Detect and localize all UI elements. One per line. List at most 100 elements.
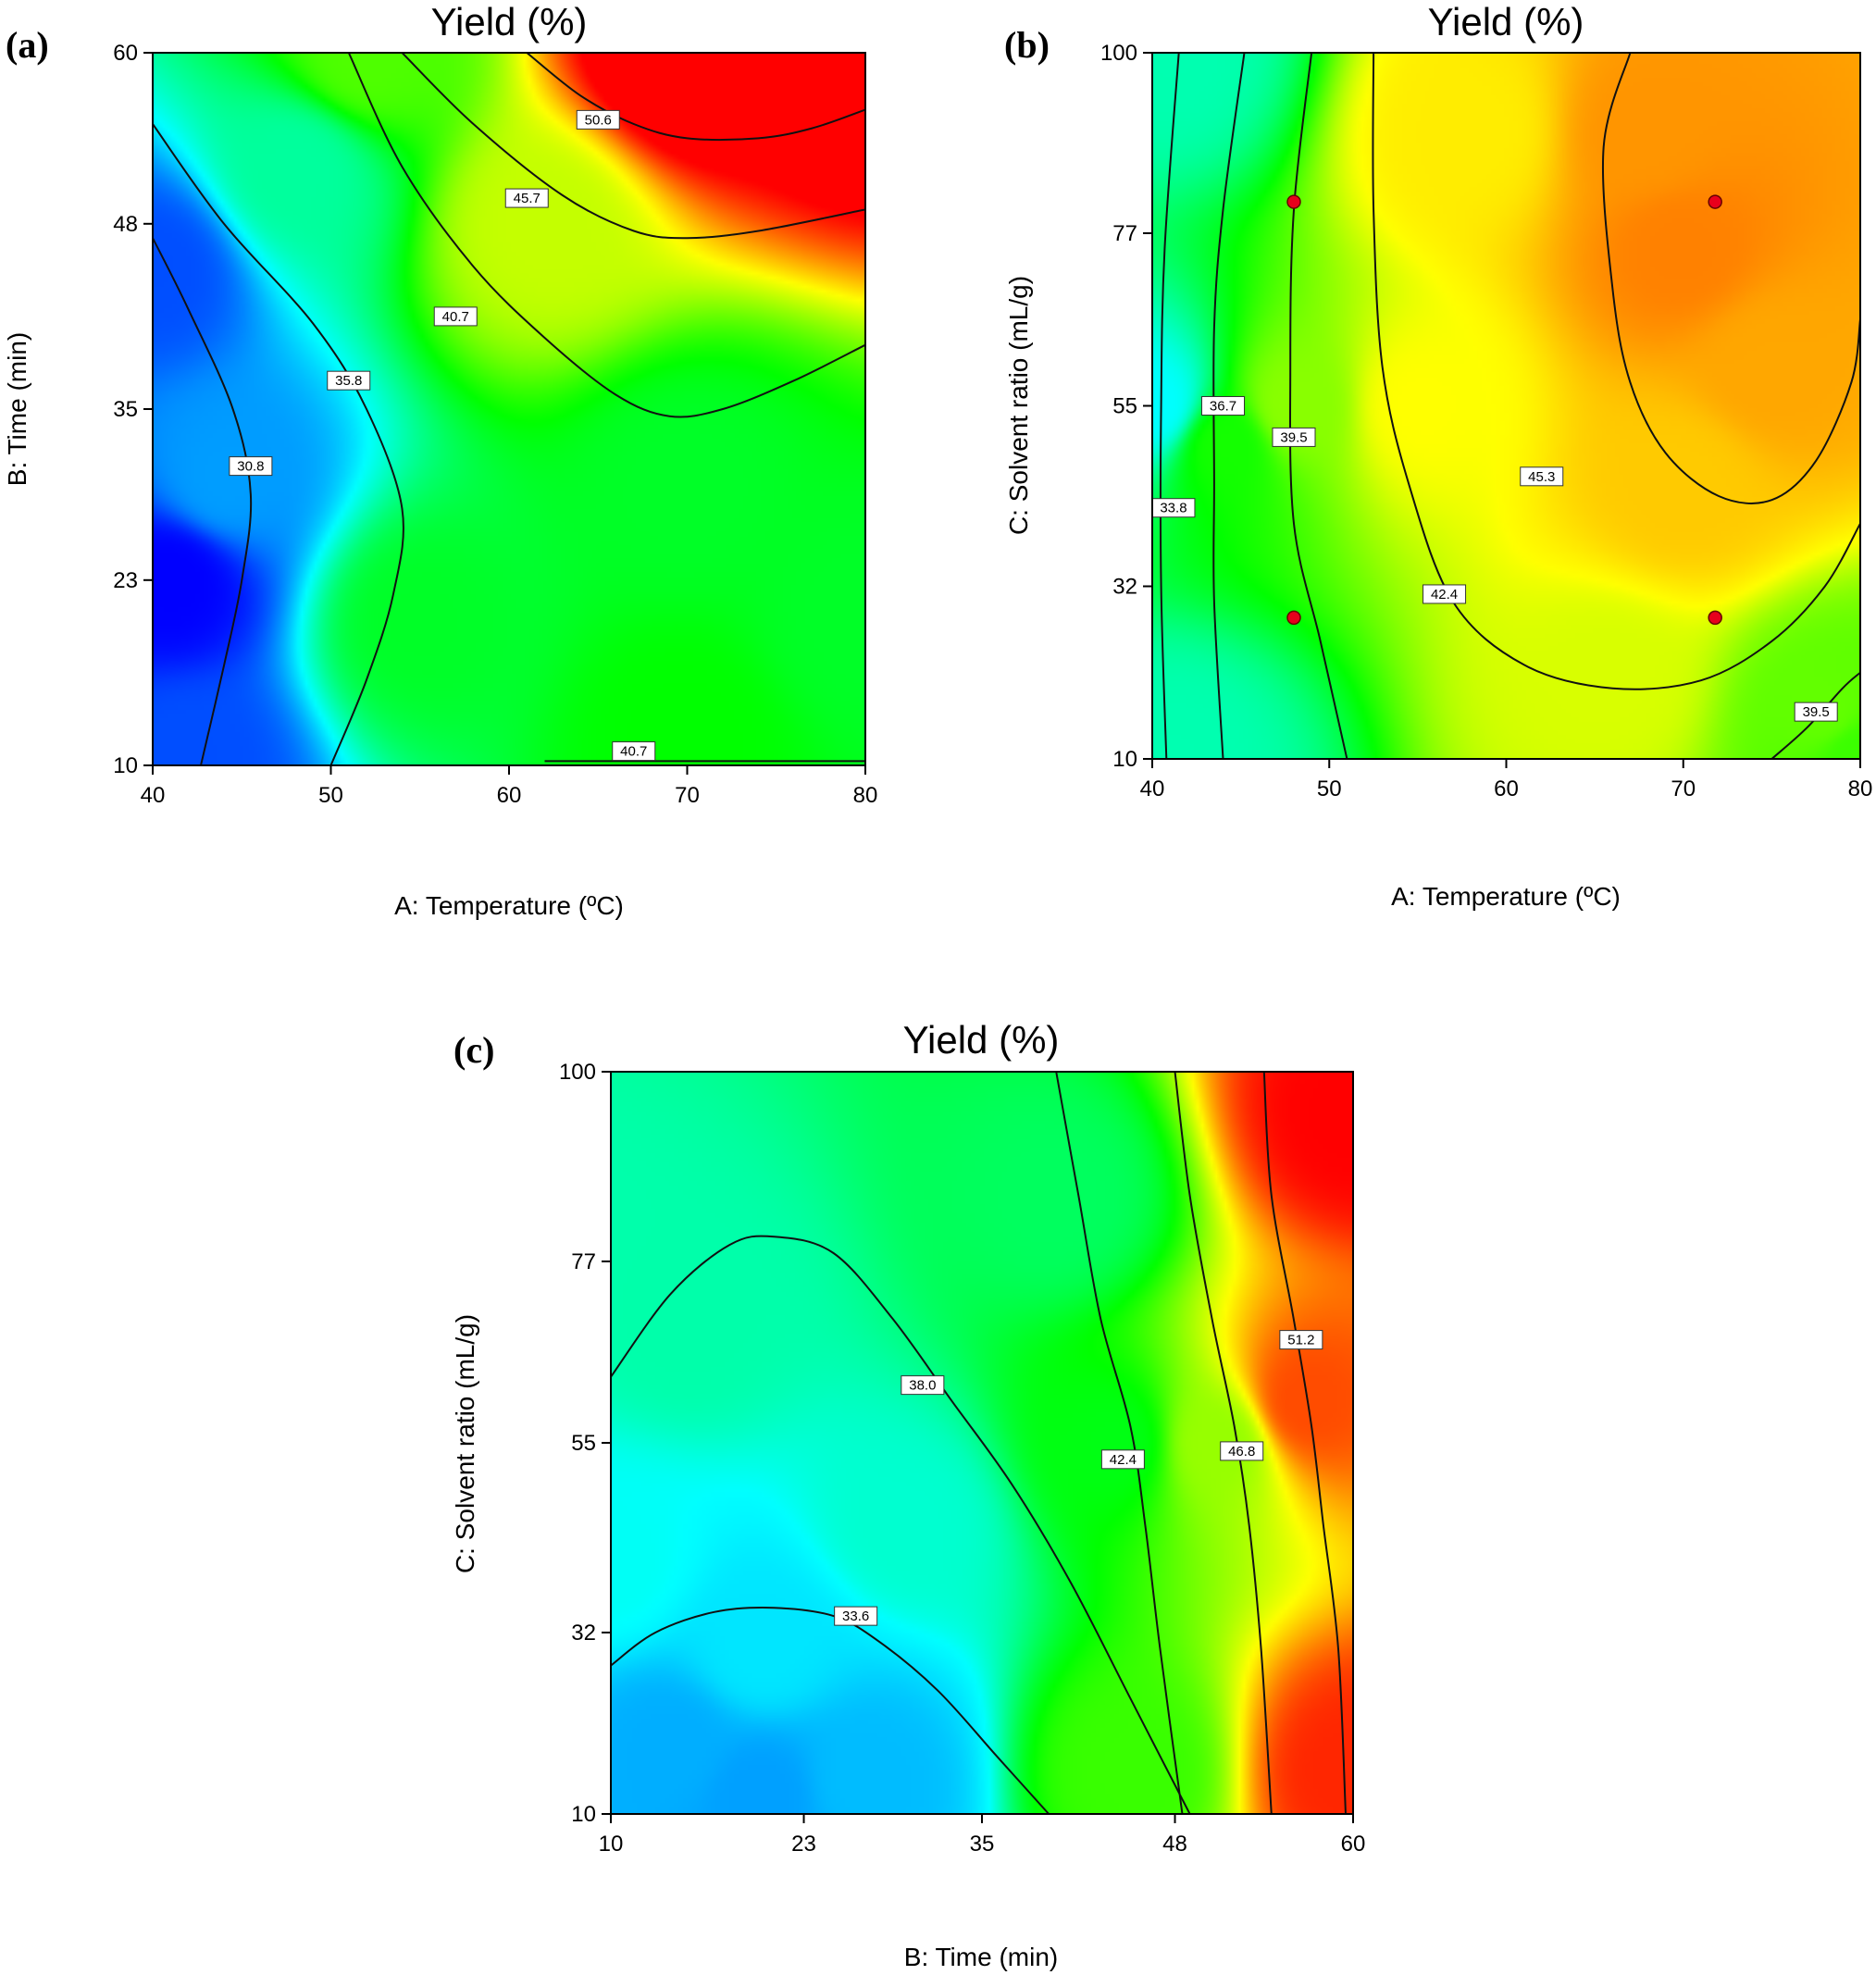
y-ticks-c: 10 32 55 77 100 xyxy=(559,1060,611,1827)
contour-labels-b: 33.8 36.7 39.5 42.4 45.3 39.5 xyxy=(1151,396,1838,722)
heatmap-b xyxy=(1152,53,1860,759)
contour-line xyxy=(1262,1072,1347,1814)
contour-labels-c: 33.6 38.0 42.4 46.8 51.2 xyxy=(834,1330,1323,1626)
x-tick-label: 70 xyxy=(1671,776,1696,801)
x-tick-label: 80 xyxy=(853,783,878,808)
contour-label-text: 40.7 xyxy=(442,309,469,325)
contour-labels-a: 30.8 35.8 40.7 40.7 45.7 50.6 xyxy=(229,109,656,762)
x-axis-label-b: A: Temperature (ºC) xyxy=(1391,882,1621,911)
contour-label-box xyxy=(901,1375,945,1396)
x-tick-label: 23 xyxy=(791,1832,816,1857)
y-ticks-b: 10 32 55 77 100 xyxy=(1100,41,1152,772)
contour-label-text: 33.8 xyxy=(1160,501,1186,516)
panel-label-a: (a) xyxy=(6,24,49,66)
x-tick-label: 50 xyxy=(1317,776,1342,801)
contour-line xyxy=(347,53,865,418)
contour-label-box xyxy=(433,306,478,327)
contour-label-text: 33.6 xyxy=(842,1609,869,1624)
panel-label-c: (c) xyxy=(453,1029,494,1071)
contour-label-box xyxy=(1520,466,1564,487)
chart-title-a: Yield (%) xyxy=(431,0,588,43)
y-tick-label: 23 xyxy=(113,568,138,593)
contour-line xyxy=(1174,1072,1273,1814)
panel-label-b: (b) xyxy=(1004,24,1050,66)
contour-line xyxy=(153,237,253,765)
contour-label: 35.8 xyxy=(327,370,371,391)
contour-label: 30.8 xyxy=(229,456,273,477)
y-axis-label-a: B: Time (min) xyxy=(3,332,31,486)
contour-label: 51.2 xyxy=(1279,1330,1323,1350)
contour-label-text: 45.3 xyxy=(1528,469,1555,485)
contour-label-text: 45.7 xyxy=(514,191,540,206)
contour-label-box xyxy=(1220,1441,1264,1461)
contour-label-text: 36.7 xyxy=(1210,399,1236,415)
x-tick-label: 60 xyxy=(1341,1832,1366,1857)
x-tick-label: 60 xyxy=(1494,776,1519,801)
contour-line xyxy=(1055,1072,1184,1814)
contour-label-box xyxy=(1272,427,1316,447)
contour-label: 50.6 xyxy=(576,109,620,130)
y-axis-label-c: C: Solvent ratio (mL/g) xyxy=(451,1314,479,1573)
y-tick-label: 77 xyxy=(1112,221,1137,246)
x-tick-label: 70 xyxy=(675,783,700,808)
contour-label-text: 30.8 xyxy=(237,459,264,475)
contour-label: 45.7 xyxy=(504,188,549,208)
contour-label-box xyxy=(1794,702,1838,722)
contour-label-box xyxy=(1100,1449,1145,1470)
y-tick-label: 10 xyxy=(571,1802,596,1827)
contour-label: 33.8 xyxy=(1151,498,1196,518)
contour-label: 39.5 xyxy=(1272,427,1316,447)
contour-label-text: 39.5 xyxy=(1803,704,1830,720)
contour-label-box xyxy=(1279,1330,1323,1350)
y-tick-label: 100 xyxy=(1100,41,1137,66)
y-ticks-a: 10 23 35 48 60 xyxy=(113,41,153,778)
y-axis-label-b: C: Solvent ratio (mL/g) xyxy=(1004,276,1033,535)
panel-b: (b) Yield (%) 33.8 36.7 39.5 42.4 45.3 39.5 4… xyxy=(1004,0,1872,911)
contour-label-box xyxy=(504,188,549,208)
contours-a xyxy=(153,53,865,765)
panel-a: (a) Yield (%) 30.8 35.8 40.7 40.7 45.7 50.6 4… xyxy=(3,0,877,920)
y-tick-label: 55 xyxy=(1112,394,1137,419)
chart-title-c: Yield (%) xyxy=(903,1018,1060,1062)
x-tick-label: 40 xyxy=(141,783,166,808)
y-tick-label: 10 xyxy=(113,753,138,778)
y-tick-label: 35 xyxy=(113,397,138,422)
contour-label-box xyxy=(1423,584,1467,604)
contour-label: 40.7 xyxy=(433,306,478,327)
contour-line xyxy=(611,1235,1191,1814)
contour-label-text: 50.6 xyxy=(585,112,612,128)
x-tick-label: 10 xyxy=(599,1832,624,1857)
x-tick-label: 48 xyxy=(1162,1832,1187,1857)
x-tick-label: 35 xyxy=(970,1832,995,1857)
design-point xyxy=(1708,610,1722,626)
y-tick-label: 48 xyxy=(113,212,138,237)
x-tick-label: 50 xyxy=(318,783,343,808)
x-axis-label-c: B: Time (min) xyxy=(904,1943,1058,1971)
contour-label: 40.7 xyxy=(612,741,656,762)
x-tick-label: 80 xyxy=(1848,776,1873,801)
contour-line xyxy=(1288,53,1348,759)
design-points-b xyxy=(1286,194,1722,626)
contour-label-text: 46.8 xyxy=(1228,1444,1255,1460)
contour-label-text: 42.4 xyxy=(1431,587,1458,602)
y-tick-label: 100 xyxy=(559,1060,596,1085)
y-tick-label: 60 xyxy=(113,41,138,66)
contour-label-box xyxy=(576,109,620,130)
contour-label: 42.4 xyxy=(1423,584,1467,604)
contour-label-box xyxy=(229,456,273,477)
y-tick-label: 55 xyxy=(571,1431,596,1456)
contour-label-text: 51.2 xyxy=(1287,1333,1314,1348)
contour-label-text: 38.0 xyxy=(909,1378,936,1394)
y-tick-label: 32 xyxy=(571,1621,596,1646)
contour-line xyxy=(526,53,865,142)
contour-label: 38.0 xyxy=(901,1375,945,1396)
x-axis-label-a: A: Temperature (ºC) xyxy=(394,891,624,920)
x-ticks-b: 40 50 60 70 80 xyxy=(1140,759,1873,801)
panel-c: (c) Yield (%) 33.6 38.0 42.4 46.8 51.2 10 23 3… xyxy=(451,1018,1365,1971)
x-ticks-c: 10 23 35 48 60 xyxy=(599,1814,1366,1857)
contour-label-box xyxy=(1201,396,1245,416)
contour-label-box xyxy=(612,741,656,762)
y-tick-label: 10 xyxy=(1112,747,1137,772)
contour-label: 46.8 xyxy=(1220,1441,1264,1461)
